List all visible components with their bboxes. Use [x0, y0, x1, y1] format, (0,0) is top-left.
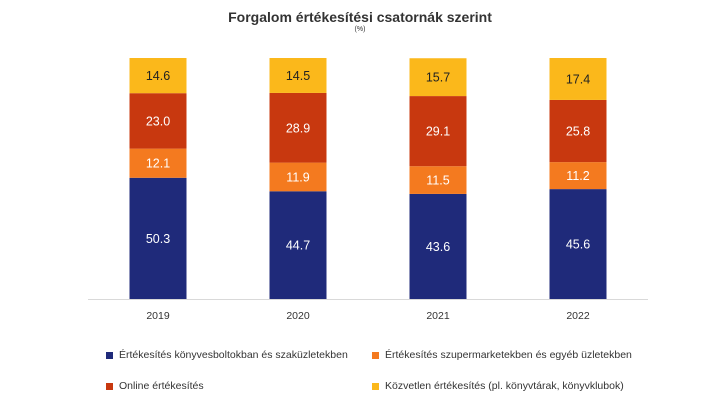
data-label-online-2022: 25.8 — [566, 125, 590, 139]
bar-online-2019 — [129, 93, 187, 149]
bar-bookstores-2021 — [409, 193, 467, 299]
bar-direct-2021 — [409, 58, 467, 97]
bar-supermarkets-2022 — [549, 162, 607, 190]
bar-direct-2022 — [549, 58, 607, 100]
data-label-supermarkets-2022: 11.2 — [566, 169, 589, 183]
data-label-bookstores-2019: 50.3 — [146, 232, 170, 246]
legend-label-supermarkets: Értékesítés szupermarketekben és egyéb ü… — [385, 349, 632, 361]
chart-subtitle: (%) — [354, 26, 366, 33]
data-label-direct-2021: 15.7 — [426, 71, 450, 85]
legend-swatch-direct — [372, 382, 379, 390]
data-label-bookstores-2022: 45.6 — [566, 238, 590, 252]
legend-swatch-online — [106, 382, 113, 390]
legend-item-direct: Közvetlen értékesítés (pl. könyvtárak, k… — [372, 380, 624, 392]
bar-bookstores-2022 — [549, 189, 607, 299]
bar-bookstores-2020 — [269, 191, 327, 299]
legend-label-direct: Közvetlen értékesítés (pl. könyvtárak, k… — [385, 380, 624, 392]
data-label-direct-2022: 17.4 — [566, 72, 590, 86]
data-label-direct-2019: 14.6 — [146, 69, 170, 83]
data-label-online-2021: 29.1 — [426, 125, 450, 139]
legend-item-supermarkets: Értékesítés szupermarketekben és egyéb ü… — [372, 349, 632, 361]
legend-swatch-bookstores — [106, 351, 113, 359]
legend-item-bookstores: Értékesítés könyvesboltokban és szaküzle… — [106, 349, 348, 361]
legend-item-online: Online értékesítés — [106, 380, 204, 392]
data-label-bookstores-2020: 44.7 — [286, 239, 310, 253]
x-tick-label-2020: 2020 — [286, 310, 310, 322]
legend-label-online: Online értékesítés — [119, 380, 204, 392]
bar-online-2022 — [549, 99, 607, 163]
legend-swatch-supermarkets — [372, 351, 379, 359]
x-tick-label-2019: 2019 — [146, 310, 170, 322]
data-label-supermarkets-2020: 11.9 — [286, 170, 309, 184]
data-label-online-2020: 28.9 — [286, 121, 310, 135]
bar-bookstores-2019 — [129, 177, 187, 299]
bar-online-2020 — [269, 92, 327, 163]
bar-online-2021 — [409, 96, 467, 167]
data-label-online-2019: 23.0 — [146, 114, 170, 128]
x-tick-label-2022: 2022 — [566, 310, 590, 322]
bar-supermarkets-2019 — [129, 148, 187, 178]
data-label-supermarkets-2019: 12.1 — [146, 157, 170, 171]
data-label-bookstores-2021: 43.6 — [426, 240, 450, 254]
x-tick-label-2021: 2021 — [426, 310, 450, 322]
chart-title: Forgalom értékesítési csatornák szerint — [228, 9, 492, 25]
bar-direct-2019 — [129, 58, 187, 94]
data-label-direct-2020: 14.5 — [286, 69, 310, 83]
bar-direct-2020 — [269, 58, 327, 93]
bar-supermarkets-2020 — [269, 162, 327, 192]
legend-label-bookstores: Értékesítés könyvesboltokban és szaküzle… — [119, 349, 348, 361]
bar-supermarkets-2021 — [409, 166, 467, 194]
data-label-supermarkets-2021: 11.5 — [426, 174, 449, 188]
